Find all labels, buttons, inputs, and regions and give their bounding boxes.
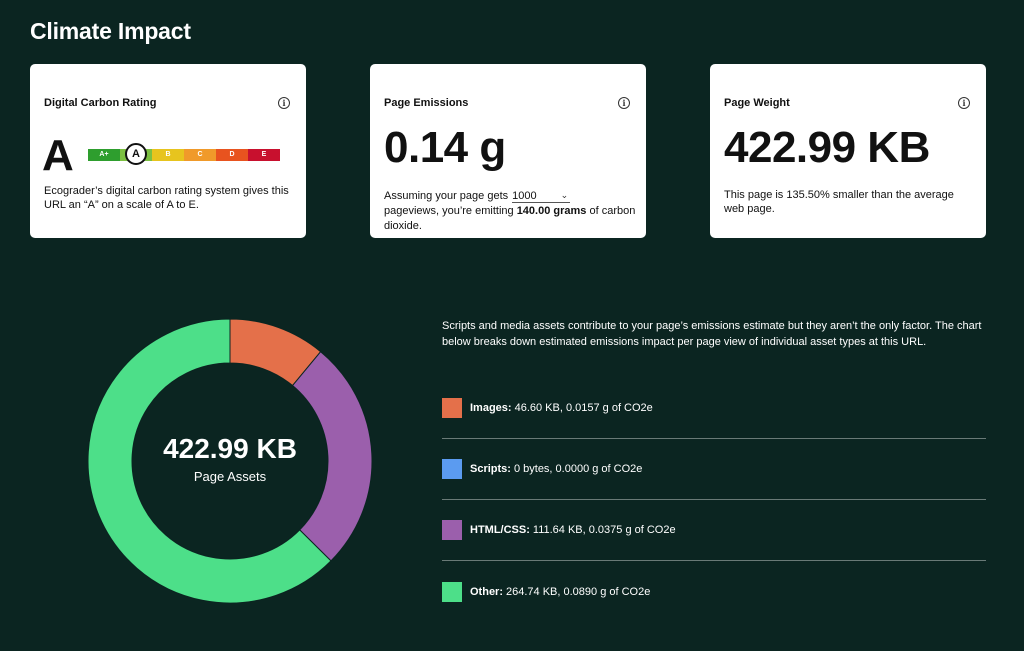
legend-swatch [442,459,462,479]
pageviews-select[interactable]: 1000 ⌄ [512,190,571,203]
legend-detail: 0 bytes, 0.0000 g of CO2e [513,463,643,475]
info-icon[interactable]: i [618,97,630,109]
rating-segment-b: B [152,149,184,161]
donut-svg [87,318,373,604]
asset-donut-chart: 422.99 KB Page Assets [87,318,373,604]
legend-name: Images: [470,402,512,414]
rating-description: Ecograder’s digital carbon rating system… [44,185,289,211]
page-emissions-card: Page Emissions i 0.14 g Assuming your pa… [370,64,646,238]
info-icon[interactable]: i [278,97,290,109]
legend-item: Scripts: 0 bytes, 0.0000 g of CO2e [442,439,986,500]
legend-detail: 111.64 KB, 0.0375 g of CO2e [532,524,676,536]
digital-carbon-rating-card: Digital Carbon Rating i A A+AABCDE Ecogr… [30,64,306,238]
card-title: Digital Carbon Rating [44,97,157,109]
donut-total-value: 422.99 KB [163,432,297,464]
rating-segment-e: E [248,149,280,161]
legend-item: Images: 46.60 KB, 0.0157 g of CO2e [442,378,986,439]
legend-swatch [442,581,462,602]
rating-scale: A+AABCDE [88,143,280,165]
legend-detail: 46.60 KB, 0.0157 g of CO2e [514,402,653,414]
legend-item: Other: 264.74 KB, 0.0890 g of CO2e [442,561,986,622]
chevron-down-icon: ⌄ [560,190,569,200]
weight-description: This page is 135.50% smaller than the av… [724,189,954,215]
rating-segment-d: D [216,149,248,161]
legend-name: Scripts: [470,463,511,475]
assets-intro: Scripts and media assets contribute to y… [442,320,982,348]
legend-swatch [442,398,462,418]
page-weight-card: Page Weight i 422.99 KB This page is 135… [710,64,986,238]
asset-legend: Images: 46.60 KB, 0.0157 g of CO2e Scripts… [442,378,986,622]
emissions-text-mid: pageviews, you’re emitting [384,205,514,217]
pageviews-value: 1000 [512,190,537,202]
card-title: Page Emissions [384,97,469,109]
page-title: Climate Impact [30,18,191,44]
info-icon[interactable]: i [958,97,970,109]
donut-slice-other [87,318,332,604]
emissions-text-after: of carbon dioxide. [384,205,636,232]
emissions-value: 0.14 g [384,123,506,172]
emissions-description: Assuming your page gets 1000 ⌄ pageviews, … [384,189,636,234]
card-title: Page Weight [724,97,790,109]
rating-segment-a-plus: A+ [88,149,120,161]
donut-total-label: Page Assets [193,468,267,484]
legend-item: HTML/CSS: 111.64 KB, 0.0375 g of CO2e [442,500,986,561]
legend-detail: 264.74 KB, 0.0890 g of CO2e [506,585,651,598]
legend-name: HTML/CSS: [470,524,530,536]
weight-value: 422.99 KB [724,123,930,172]
grade-letter: A [42,131,74,180]
rating-marker: A [125,143,147,165]
emissions-text-before: Assuming your page gets [384,190,509,202]
emissions-grams: 140.00 grams [516,205,587,217]
donut-center: 422.99 KB Page Assets [88,319,372,603]
rating-segment-c: C [184,149,216,161]
legend-name: Other: [470,585,503,598]
legend-swatch [442,520,462,540]
